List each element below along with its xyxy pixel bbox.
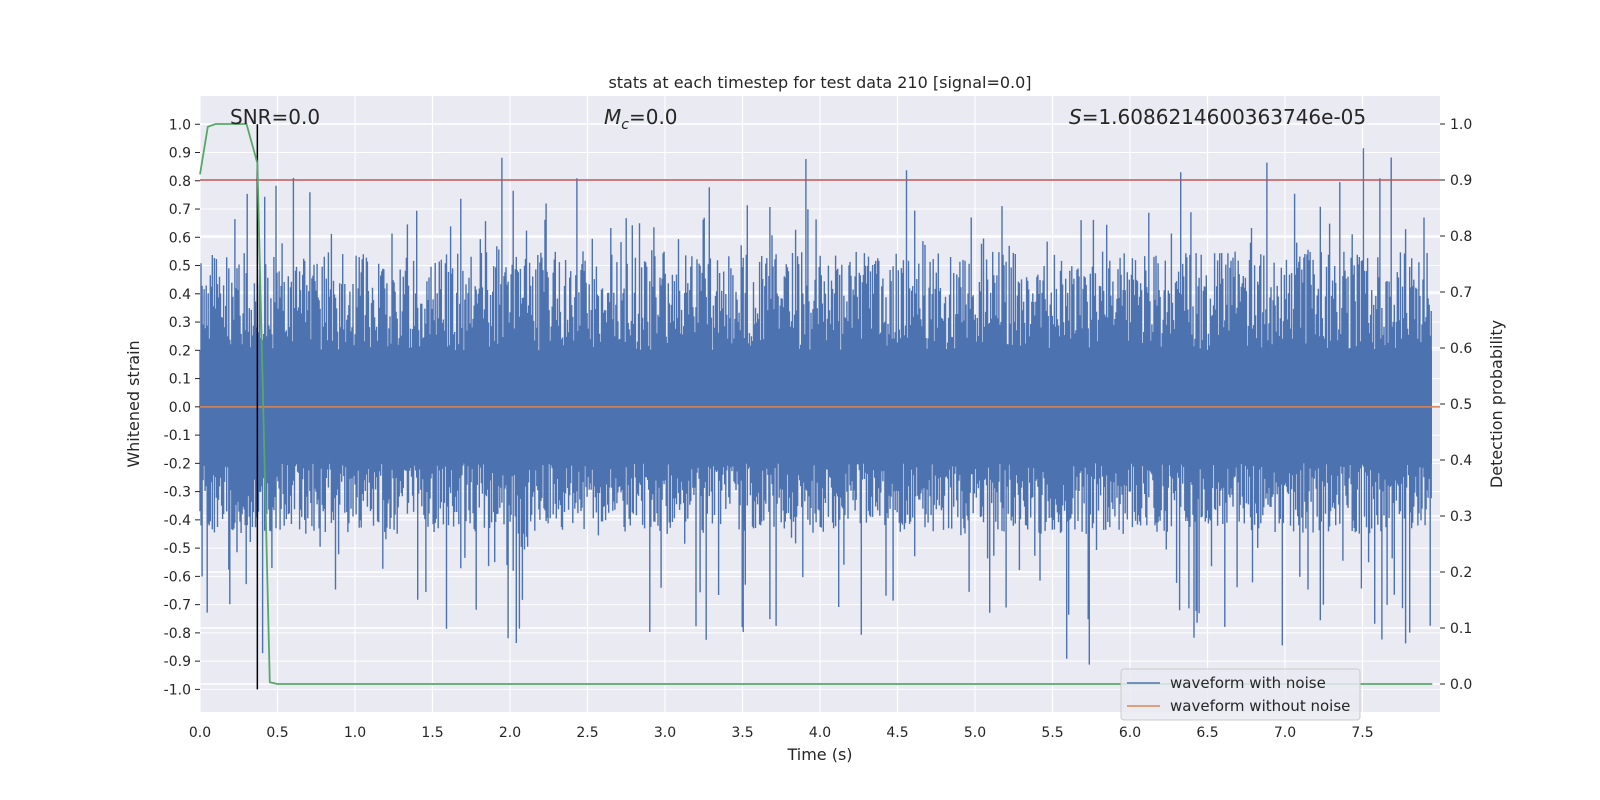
y-tick-label: -0.3 bbox=[164, 485, 191, 501]
y-tick-label: -0.8 bbox=[164, 626, 191, 642]
y2-tick-label: 0.8 bbox=[1450, 229, 1472, 245]
y-tick-label: 0.9 bbox=[169, 146, 191, 162]
x-tick-label: 1.0 bbox=[344, 725, 366, 741]
x-tick-label: 3.5 bbox=[731, 725, 753, 741]
s-annotation: S=1.6086214600363746e-05 bbox=[1069, 105, 1366, 129]
y2-tick-label: 0.5 bbox=[1450, 397, 1472, 413]
y2-tick-label: 0.9 bbox=[1450, 173, 1472, 189]
x-tick-label: 7.5 bbox=[1351, 725, 1373, 741]
chart-title: stats at each timestep for test data 210… bbox=[608, 73, 1031, 92]
x-tick-label: 7.0 bbox=[1274, 725, 1296, 741]
y-tick-label: 1.0 bbox=[169, 117, 191, 133]
y-tick-label: -0.5 bbox=[164, 541, 191, 557]
y2-tick-label: 0.6 bbox=[1450, 341, 1472, 357]
y2-tick-label: 0.3 bbox=[1450, 509, 1472, 525]
y2-tick-label: 0.0 bbox=[1450, 677, 1472, 693]
y2-tick-label: 0.7 bbox=[1450, 285, 1472, 301]
y-tick-label: 0.8 bbox=[169, 174, 191, 190]
x-tick-label: 0.5 bbox=[266, 725, 288, 741]
x-tick-label: 2.0 bbox=[499, 725, 521, 741]
x-tick-label: 5.0 bbox=[964, 725, 986, 741]
y2-tick-label: 1.0 bbox=[1450, 117, 1472, 133]
y-tick-label: -0.2 bbox=[164, 456, 191, 472]
y-tick-label: 0.7 bbox=[169, 202, 191, 218]
detection-probability-line bbox=[199, 123, 1433, 685]
snr-annotation: SNR=0.0 bbox=[230, 105, 320, 129]
y-tick-label: 0.6 bbox=[169, 230, 191, 246]
x-tick-label: 4.5 bbox=[886, 725, 908, 741]
y-tick-label: -0.6 bbox=[164, 569, 191, 585]
y-tick-label: 0.2 bbox=[169, 343, 191, 359]
y-tick-label: 0.4 bbox=[169, 287, 191, 303]
s-value: =1.6086214600363746e-05 bbox=[1082, 105, 1366, 129]
x-tick-label: 5.5 bbox=[1041, 725, 1063, 741]
y-tick-label: -0.4 bbox=[164, 513, 191, 529]
y-tick-label: -1.0 bbox=[164, 682, 191, 698]
y-tick-label: 0.0 bbox=[169, 400, 191, 416]
y-tick-label: -0.9 bbox=[164, 654, 191, 670]
x-axis-label: Time (s) bbox=[786, 745, 852, 764]
axes: 0.0 0.5 1.0 1.5 2.0 2.5 3.0 3.5 4.0 4.5 5.0 5.5 6.0 6… bbox=[164, 117, 1473, 741]
y-tick-label: -0.1 bbox=[164, 428, 191, 444]
chirp-mass-symbol: M bbox=[604, 105, 621, 129]
y2-tick-label: 0.4 bbox=[1450, 453, 1472, 469]
legend: waveform with noise waveform without noi… bbox=[1120, 668, 1361, 721]
y2-axis-label: Detection probability bbox=[1487, 320, 1506, 488]
y-tick-label: 0.3 bbox=[169, 315, 191, 331]
y-axis-label: Whitened strain bbox=[124, 340, 143, 467]
y-tick-label: 0.5 bbox=[169, 259, 191, 275]
chirp-mass-subscript: c bbox=[621, 117, 629, 133]
x-tick-label: 0.0 bbox=[189, 725, 211, 741]
chirp-mass-annotation: Mc=0.0 bbox=[604, 105, 678, 133]
y2-tick-label: 0.1 bbox=[1450, 621, 1472, 637]
legend-box bbox=[1120, 668, 1361, 721]
y2-tick-label: 0.2 bbox=[1450, 565, 1472, 581]
x-tick-label: 3.0 bbox=[654, 725, 676, 741]
x-tick-label: 6.0 bbox=[1119, 725, 1141, 741]
y-tick-label: -0.7 bbox=[164, 598, 191, 614]
x-tick-label: 4.0 bbox=[809, 725, 831, 741]
chirp-mass-value: =0.0 bbox=[629, 105, 678, 129]
y-tick-label: 0.1 bbox=[169, 372, 191, 388]
x-tick-label: 2.5 bbox=[576, 725, 598, 741]
legend-label-clean: waveform without noise bbox=[1170, 697, 1350, 715]
s-symbol: S bbox=[1069, 105, 1082, 129]
plot-area bbox=[199, 123, 1440, 690]
x-tick-label: 6.5 bbox=[1196, 725, 1218, 741]
x-tick-label: 1.5 bbox=[421, 725, 443, 741]
legend-label-noise: waveform with noise bbox=[1170, 674, 1326, 692]
